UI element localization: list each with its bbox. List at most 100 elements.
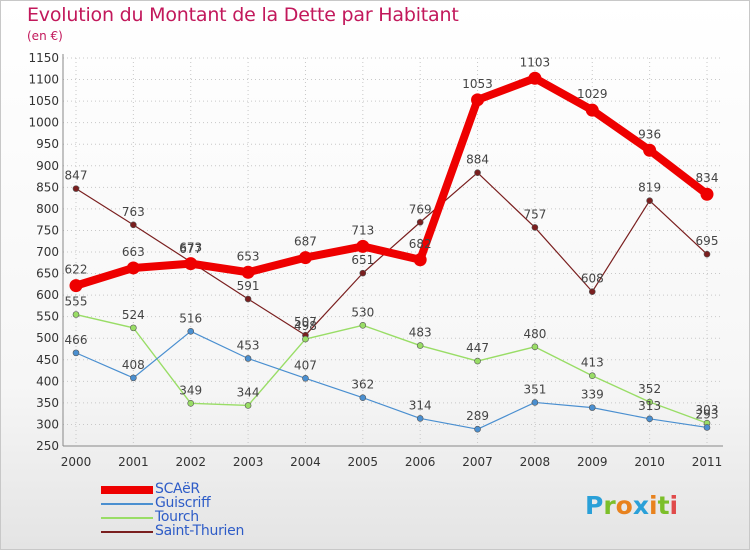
logo-letter: i [669,491,679,520]
data-label-saint-thurien: 884 [466,153,489,167]
data-point-tourch [244,402,252,409]
x-tick-label: 2007 [462,455,493,469]
data-label-sca-r: 834 [696,171,719,185]
data-label-tourch: 530 [351,305,374,319]
data-point-guiscriff [703,424,711,431]
x-tick-label: 2003 [233,455,264,469]
y-tick-label: 950 [36,137,59,151]
legend-swatch [101,517,153,519]
x-tick-label: 2009 [577,455,608,469]
data-point-sca-r [298,251,312,265]
proxiti-logo: Proxiti [585,491,678,520]
data-label-saint-thurien: 677 [179,242,202,256]
series-line-tourch [75,313,708,424]
chart-title: Evolution du Montant de la Dette par Hab… [27,4,459,26]
data-label-sca-r: 1029 [577,87,608,101]
data-label-sca-r: 713 [351,223,374,237]
data-point-saint-thurien [244,295,252,303]
y-tick-label: 750 [36,223,59,237]
data-point-sca-r [241,265,255,279]
data-point-saint-thurien [474,169,481,176]
data-point-sca-r [471,93,485,107]
data-label-saint-thurien: 847 [65,169,88,183]
data-label-saint-thurien: 757 [523,207,546,221]
data-point-sca-r [413,253,427,267]
data-label-guiscriff: 313 [638,399,661,413]
legend-swatch [101,503,153,505]
chart-subtitle: (en €) [27,29,63,43]
logo-letter: x [632,491,649,520]
x-tick-label: 2004 [290,455,321,469]
data-point-tourch [302,335,309,343]
data-point-guiscriff [244,355,252,362]
data-point-tourch [588,372,596,380]
data-label-guiscriff: 362 [351,378,374,392]
data-label-sca-r: 622 [65,263,88,277]
data-label-saint-thurien: 769 [409,202,432,216]
y-tick-label: 350 [36,396,59,410]
data-label-guiscriff: 293 [696,407,719,421]
data-label-saint-thurien: 608 [581,272,604,286]
data-label-guiscriff: 466 [65,333,88,347]
data-point-guiscriff [302,375,309,382]
data-label-guiscriff: 407 [294,358,317,372]
data-label-guiscriff: 408 [122,358,145,372]
data-point-saint-thurien [359,269,367,277]
data-point-sca-r [643,143,657,157]
data-point-saint-thurien [531,224,539,231]
data-point-sca-r [585,103,599,117]
data-point-sca-r [528,71,542,85]
data-label-sca-r: 673 [179,241,202,255]
data-label-sca-r: 936 [638,127,661,141]
x-tick-label: 2005 [348,455,379,469]
y-tick-label: 1050 [28,94,59,108]
data-point-sca-r [184,257,198,271]
series-line-sca-r [72,74,711,290]
x-tick-label: 2010 [634,455,665,469]
legend-swatch [101,486,153,494]
data-label-tourch: 349 [179,383,202,397]
series-line-saint-thurien [75,172,708,336]
x-tick-label: 2001 [118,455,149,469]
data-label-tourch: 498 [294,319,317,333]
data-label-guiscriff: 289 [466,409,489,423]
data-point-sca-r [700,187,714,201]
data-label-tourch: 524 [122,308,145,322]
data-label-guiscriff: 339 [581,388,604,402]
data-point-guiscriff [130,374,137,382]
legend-label: SCAëR [155,481,200,497]
data-label-tourch: 352 [638,382,661,396]
y-tick-label: 650 [36,267,59,281]
x-tick-label: 2011 [692,455,723,469]
y-tick-label: 500 [36,331,59,345]
series-line-guiscriff [75,330,708,430]
data-point-saint-thurien [72,185,80,192]
data-point-sca-r [126,261,140,275]
data-label-sca-r: 682 [409,237,432,251]
data-label-tourch: 447 [466,341,489,355]
data-point-saint-thurien [130,221,137,229]
y-tick-label: 550 [36,310,59,324]
data-point-tourch [130,324,137,332]
y-tick-label: 250 [36,439,59,453]
logo-letter: o [615,491,633,520]
data-label-tourch: 483 [409,326,432,340]
legend-label: Tourch [155,509,199,525]
legend-swatch [101,531,153,533]
y-tick-label: 1100 [28,73,59,87]
legend-label: Saint-Thurien [155,523,245,539]
logo-letter: t [657,491,670,520]
data-point-tourch [416,342,424,349]
data-label-sca-r: 1103 [520,55,551,69]
y-tick-label: 900 [36,159,59,173]
data-point-sca-r [69,279,83,293]
y-tick-label: 600 [36,288,59,302]
data-label-saint-thurien: 763 [122,205,145,219]
data-point-tourch [531,343,539,351]
logo-letter: i [649,491,658,520]
data-point-guiscriff [416,415,424,422]
y-tick-label: 850 [36,180,59,194]
legend-label: Guiscriff [155,495,211,511]
data-point-guiscriff [474,425,481,433]
